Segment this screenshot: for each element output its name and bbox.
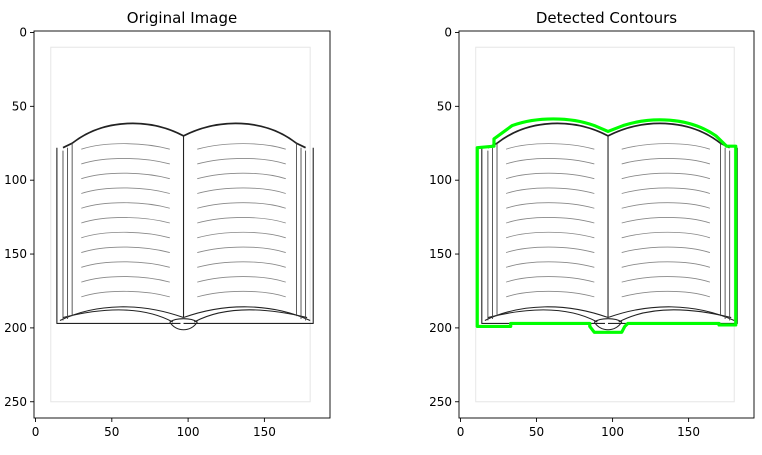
text-line-right <box>621 172 711 180</box>
y-tick-label: 200 <box>4 321 27 335</box>
book-rightPageTop <box>607 122 731 149</box>
text-line-right <box>197 157 286 165</box>
book-leftPageTop <box>487 122 609 149</box>
text-line-right <box>197 202 286 209</box>
x-tick-label: 50 <box>104 425 119 439</box>
text-line-left <box>506 290 595 298</box>
y-tick-label: 100 <box>429 173 452 187</box>
text-line-left <box>506 143 595 150</box>
text-line-left <box>506 172 595 180</box>
text-line-left <box>81 231 170 239</box>
text-line-right <box>621 276 711 283</box>
text-line-right <box>197 143 286 150</box>
text-line-right <box>621 246 711 253</box>
text-line-right <box>621 290 711 298</box>
x-tick-label: 100 <box>601 425 624 439</box>
x-tick-label: 0 <box>32 425 40 439</box>
x-tick-label: 150 <box>253 425 276 439</box>
y-tick-label: 150 <box>4 247 27 261</box>
text-line-left <box>81 217 170 224</box>
image-background <box>50 46 311 403</box>
text-line-left <box>506 261 595 268</box>
y-tick-label: 0 <box>444 25 452 39</box>
text-line-right <box>197 276 286 283</box>
text-line-left <box>81 290 170 298</box>
text-line-left <box>81 276 170 283</box>
text-line-right <box>197 290 286 298</box>
text-line-left <box>506 246 595 253</box>
text-line-left <box>506 217 595 224</box>
text-line-right <box>621 217 711 224</box>
detected-contour <box>475 117 738 334</box>
text-line-left <box>506 202 595 209</box>
text-line-right <box>621 202 711 209</box>
text-line-right <box>197 187 286 194</box>
text-line-right <box>621 187 711 194</box>
image-background <box>475 46 735 403</box>
y-tick-label: 250 <box>429 395 452 409</box>
panel-title: Detected Contours <box>536 9 677 27</box>
book-cap <box>593 318 623 331</box>
text-line-right <box>197 231 286 239</box>
text-line-right <box>197 246 286 253</box>
book-bottomRidge <box>62 309 308 323</box>
y-tick-label: 250 <box>4 395 27 409</box>
x-tick-label: 50 <box>529 425 544 439</box>
panel-title: Original Image <box>127 9 237 27</box>
text-line-right <box>197 217 286 224</box>
text-line-left <box>506 187 595 194</box>
text-line-left <box>81 187 170 194</box>
text-line-left <box>81 246 170 253</box>
y-tick-label: 150 <box>429 247 452 261</box>
axes-frame <box>458 30 755 419</box>
book-outerLeft <box>56 147 181 324</box>
text-line-right <box>621 261 711 268</box>
text-line-right <box>197 172 286 180</box>
axes-frame <box>33 30 331 419</box>
y-tick-label: 0 <box>19 25 27 39</box>
book-leftPageTop <box>62 122 184 149</box>
text-line-left <box>81 172 170 180</box>
book-cap <box>169 318 198 331</box>
panel-1: Original Image 0 50 100 150 0 50 100 150 200 250 <box>4 9 331 439</box>
y-tick-label: 200 <box>429 321 452 335</box>
text-line-left <box>81 261 170 268</box>
y-tick-label: 50 <box>437 99 452 113</box>
text-line-left <box>81 202 170 209</box>
book-image <box>475 117 738 334</box>
panel-2: Detected Contours 0 50 100 150 0 50 100 150 200 25… <box>429 9 755 439</box>
book-rightPageTop <box>183 122 306 149</box>
text-line-left <box>506 276 595 283</box>
x-tick-label: 0 <box>457 425 465 439</box>
text-line-left <box>81 143 170 150</box>
x-tick-label: 100 <box>177 425 200 439</box>
text-line-left <box>506 231 595 239</box>
book-bottomRidge <box>487 309 732 323</box>
text-line-right <box>621 143 711 150</box>
y-tick-label: 100 <box>4 173 27 187</box>
text-line-right <box>621 157 711 165</box>
text-line-left <box>506 157 595 165</box>
text-line-left <box>81 157 170 165</box>
book-outerRight <box>183 147 314 324</box>
text-line-right <box>197 261 286 268</box>
book-image <box>56 122 314 331</box>
y-tick-label: 50 <box>12 99 27 113</box>
x-tick-label: 150 <box>677 425 700 439</box>
text-line-right <box>621 231 711 239</box>
